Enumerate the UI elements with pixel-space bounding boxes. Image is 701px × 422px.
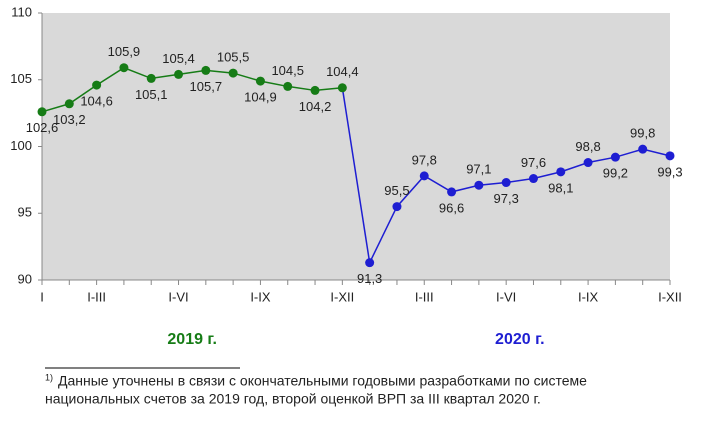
y-tick-label: 95 — [18, 205, 32, 220]
x-tick-label: I-XII — [658, 289, 682, 304]
value-label: 97,1 — [466, 162, 491, 177]
point — [365, 258, 375, 268]
value-label: 104,6 — [80, 94, 113, 109]
series-line — [368, 148, 671, 263]
series-label: 2020 г. — [495, 331, 545, 348]
x-tick-label: I-III — [87, 289, 106, 304]
value-label: 104,9 — [244, 90, 277, 105]
point — [419, 171, 429, 181]
value-label: 104,4 — [326, 64, 359, 79]
point — [337, 83, 347, 93]
value-label: 99,8 — [630, 126, 655, 141]
point — [255, 76, 265, 86]
y-tick-label: 110 — [11, 4, 32, 19]
point — [201, 65, 211, 75]
point — [64, 99, 74, 109]
point — [37, 107, 47, 117]
footnote-line: Данные уточнены в связи с окончательными… — [58, 373, 587, 389]
x-tick-label: I-IX — [250, 289, 271, 304]
value-label: 103,2 — [53, 112, 86, 127]
point — [528, 174, 538, 184]
x-tick-label: I-III — [415, 289, 434, 304]
x-tick-label: I-VI — [496, 289, 516, 304]
value-label: 105,1 — [135, 87, 168, 102]
value-label: 95,5 — [384, 183, 409, 198]
point — [501, 178, 511, 188]
value-label: 105,9 — [108, 44, 141, 59]
y-tick-label: 105 — [10, 71, 32, 86]
value-label: 102,6 — [26, 120, 59, 135]
x-tick-label: I-XII — [330, 289, 354, 304]
series-line — [41, 66, 343, 113]
value-label: 96,6 — [439, 200, 464, 215]
value-label: 97,6 — [521, 155, 546, 170]
value-label: 99,2 — [603, 166, 628, 181]
value-label: 99,3 — [657, 164, 682, 179]
point — [665, 151, 675, 161]
connector — [341, 87, 371, 263]
point — [119, 63, 129, 73]
point — [447, 187, 457, 197]
point — [610, 152, 620, 162]
x-tick-label: I-VI — [168, 289, 188, 304]
point — [474, 180, 484, 190]
point — [228, 68, 238, 78]
point — [146, 73, 156, 83]
value-label: 104,5 — [271, 63, 304, 78]
value-label: 97,8 — [412, 152, 437, 167]
value-label: 105,4 — [162, 51, 195, 66]
x-tick-label: I-IX — [578, 289, 599, 304]
point — [310, 85, 320, 95]
value-label: 97,3 — [494, 191, 519, 206]
y-tick-label: 90 — [18, 271, 32, 286]
point — [392, 202, 402, 212]
value-label: 98,8 — [575, 139, 600, 154]
value-label: 98,1 — [548, 180, 573, 195]
value-label: 91,3 — [357, 271, 382, 286]
point — [92, 80, 102, 90]
value-label: 105,7 — [190, 79, 223, 94]
point — [556, 167, 566, 177]
point — [283, 81, 293, 91]
footnote-line: национальных счетов за 2019 год, второй … — [45, 391, 541, 407]
y-tick-label: 100 — [10, 138, 32, 153]
value-label: 104,2 — [299, 99, 332, 114]
footnote-marker: 1) — [45, 372, 53, 382]
point — [583, 158, 593, 168]
point — [174, 69, 184, 79]
point — [638, 144, 648, 154]
series-label: 2019 г. — [167, 331, 217, 348]
value-label: 105,5 — [217, 50, 250, 65]
x-tick-label: I — [40, 289, 44, 304]
plot-area — [42, 13, 670, 280]
